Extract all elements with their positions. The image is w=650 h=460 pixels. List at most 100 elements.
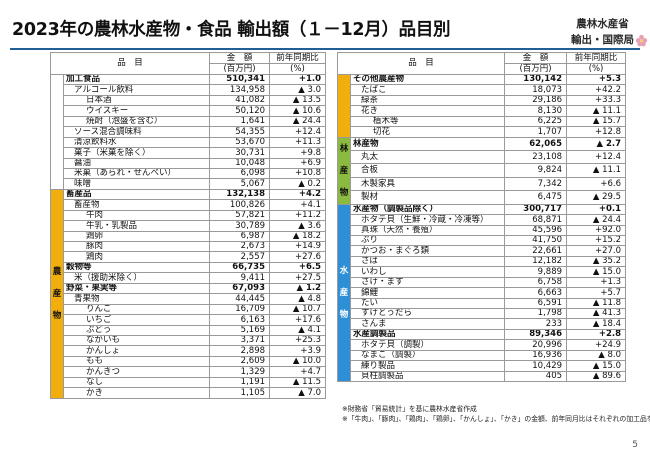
item-yoy: ▲ 11.8 xyxy=(566,297,627,310)
item-name: 丸太 xyxy=(349,150,506,165)
item-yoy: +27.6 xyxy=(269,251,327,263)
item-amount: 6,225 xyxy=(504,115,568,128)
item-amount: 6,591 xyxy=(504,297,568,310)
item-name: 米菓（あられ・せんべい） xyxy=(62,167,211,180)
item-yoy: +92.0 xyxy=(566,224,627,236)
item-yoy: ▲ 13.5 xyxy=(269,94,327,107)
item-name: 牛肉 xyxy=(62,209,211,222)
item-amount: 10,048 xyxy=(209,157,271,169)
item-yoy: ▲ 18.4 xyxy=(566,318,627,330)
item-amount: 300,717 xyxy=(504,203,568,216)
table-row: ぶどう 5,169 ▲ 4.1 xyxy=(51,324,327,336)
item-amount: 1,707 xyxy=(504,126,568,138)
item-amount: 6,163 xyxy=(209,314,271,326)
ministry-logo-icon xyxy=(635,34,648,47)
table-row: 牛乳・乳製品 30,789 ▲ 3.6 xyxy=(51,220,327,232)
item-yoy: ▲ 4.8 xyxy=(269,293,327,305)
table-row: ホタテ貝（生鮮・冷蔵・冷凍等） 68,871 ▲ 24.4 xyxy=(338,214,627,226)
item-name: なまこ（調製） xyxy=(349,349,506,362)
table-row: 錦鯉 6,663 +5.7 xyxy=(338,287,627,299)
item-yoy: +15.2 xyxy=(566,234,627,247)
item-amount: 6,098 xyxy=(209,167,271,180)
right-export-table: 品 目 金 額 前年同期比 (百万円) (%) その他農産物 130,142 +5.… xyxy=(336,52,627,383)
item-name: 合板 xyxy=(349,163,506,178)
item-amount: 9,889 xyxy=(504,266,568,278)
category-label-text: 林 産 物 xyxy=(339,143,349,198)
category-label: 農 産 物 xyxy=(50,188,64,399)
table-row: かんしょ 2,898 +3.9 xyxy=(51,345,327,357)
item-yoy: +2.8 xyxy=(566,328,627,341)
item-name: 豚肉 xyxy=(62,240,211,253)
ministry-name: 農林水産省 輸出・国際局 xyxy=(571,16,634,48)
item-amount: 9,411 xyxy=(209,272,271,284)
page-number: 5 xyxy=(632,440,638,450)
item-amount: 62,065 xyxy=(504,136,568,152)
item-name: もも xyxy=(62,355,211,368)
item-amount: 41,082 xyxy=(209,94,271,107)
item-amount: 89,346 xyxy=(504,328,568,341)
item-yoy: ▲ 3.0 xyxy=(269,84,327,96)
item-amount: 30,731 xyxy=(209,147,271,159)
item-amount: 233 xyxy=(504,318,568,330)
item-yoy: ▲ 1.2 xyxy=(269,282,327,295)
table-row: たい 6,591 ▲ 11.8 xyxy=(338,297,627,310)
item-name: 牛乳・乳製品 xyxy=(62,220,211,232)
item-name: ながいも xyxy=(62,334,211,347)
item-name: 真珠（天然・養殖） xyxy=(349,224,506,236)
item-amount: 1,105 xyxy=(209,387,271,399)
table-row: 清涼飲料水 53,670 +11.3 xyxy=(51,136,327,149)
item-name: 錦鯉 xyxy=(349,287,506,299)
table-row: 畜産物 100,826 +4.1 xyxy=(51,199,327,211)
page-title: 2023年の農林水産物・食品 輸出額（１－12月）品目別 xyxy=(12,20,451,40)
item-name: 林産物 xyxy=(349,136,506,152)
header-yoy: 前年同期比 xyxy=(566,52,627,64)
item-yoy: +25.3 xyxy=(269,334,327,347)
table-row: 真珠（天然・養殖） 45,596 +92.0 xyxy=(338,224,627,236)
table-row: かんきつ 1,329 +4.7 xyxy=(51,366,327,378)
table-row: 穀物等 66,735 +6.5 xyxy=(51,261,327,274)
item-amount: 9,824 xyxy=(504,163,568,178)
item-name: ぶり xyxy=(349,234,506,247)
item-amount: 8,130 xyxy=(504,105,568,117)
table-row: なし 1,191 ▲ 11.5 xyxy=(51,376,327,389)
table-row: 丸太 23,108 +12.4 xyxy=(338,150,627,165)
category-label xyxy=(337,74,351,138)
item-yoy: +4.2 xyxy=(269,188,327,201)
item-amount: 2,898 xyxy=(209,345,271,357)
table-row: 貝柱調製品 405 ▲ 89.6 xyxy=(338,370,627,383)
item-yoy: ▲ 15.0 xyxy=(566,360,627,372)
item-name: 畜産品 xyxy=(62,188,211,201)
table-row: すけとうだら 1,798 ▲ 41.3 xyxy=(338,307,627,320)
item-yoy: +10.8 xyxy=(269,167,327,180)
table-row: アルコール飲料 134,958 ▲ 3.0 xyxy=(51,84,327,96)
item-name: 鶏卵 xyxy=(62,230,211,243)
item-name: いちご xyxy=(62,314,211,326)
item-amount: 16,936 xyxy=(504,349,568,362)
item-yoy: +5.3 xyxy=(566,73,627,86)
table-row: さば 12,182 ▲ 35.2 xyxy=(338,255,627,268)
item-yoy: +1.0 xyxy=(269,73,327,86)
table-row: 水産調製品 89,346 +2.8 xyxy=(338,328,627,341)
item-name: たばこ xyxy=(349,84,506,96)
item-yoy: ▲ 29.5 xyxy=(566,190,627,205)
table-row: 醤油 10,048 +6.9 xyxy=(51,157,327,169)
item-yoy: ▲ 24.4 xyxy=(566,214,627,226)
header-amount-unit: (百万円) xyxy=(209,63,271,75)
item-name: 畜産物 xyxy=(62,199,211,211)
item-name: 清涼飲料水 xyxy=(62,136,211,149)
table-row: 野菜・果実等 67,093 ▲ 1.2 xyxy=(51,282,327,295)
item-amount: 130,142 xyxy=(504,73,568,86)
item-name: ホタテ貝（調製） xyxy=(349,339,506,351)
ministry-line1: 農林水産省 xyxy=(576,18,629,30)
item-yoy: ▲ 41.3 xyxy=(566,307,627,320)
item-yoy: ▲ 8.0 xyxy=(566,349,627,362)
item-name: かんきつ xyxy=(62,366,211,378)
item-name: 植木等 xyxy=(349,115,506,128)
item-name: 製材 xyxy=(349,190,506,205)
table-row: 緑茶 29,186 +33.3 xyxy=(338,94,627,107)
item-amount: 5,067 xyxy=(209,178,271,190)
category-label-text: 水 産 物 xyxy=(339,265,349,320)
table-row: 牛肉 57,821 +11.2 xyxy=(51,209,327,222)
item-amount: 7,342 xyxy=(504,176,568,192)
table-row: 製材 6,475 ▲ 29.5 xyxy=(338,190,627,205)
